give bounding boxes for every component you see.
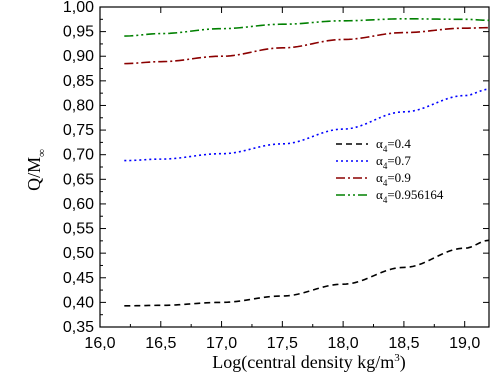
series-line-4 xyxy=(124,18,490,37)
x-tick-label: 19,0 xyxy=(449,335,480,352)
y-tick-label: 0,35 xyxy=(63,319,94,336)
series-line-2 xyxy=(124,88,490,162)
x-tick-label: 16,0 xyxy=(84,335,115,352)
x-tick-label: 17,0 xyxy=(206,335,237,352)
series-group xyxy=(124,18,490,307)
y-tick-label: 0,80 xyxy=(63,97,94,114)
y-tick-label: 0,55 xyxy=(63,221,94,238)
x-axis-label-close: ) xyxy=(400,352,406,373)
y-tick-label: 0,90 xyxy=(63,48,94,65)
x-tick-label: 16,5 xyxy=(145,335,176,352)
x-axis-label-sup: 3 xyxy=(394,352,400,364)
y-axis-label-sub: ∞ xyxy=(36,149,48,157)
y-tick-label: 0,60 xyxy=(63,196,94,213)
legend-label-1: α4=0.4 xyxy=(376,136,411,154)
plot-frame xyxy=(99,6,490,328)
x-axis-label: Log(central density kg/m3) xyxy=(212,352,405,373)
plot-area xyxy=(99,6,490,328)
y-tick-label: 0,65 xyxy=(63,171,94,188)
x-axis: 16,0 16,5 17,0 17,5 18,0 18,5 19,0 xyxy=(84,7,480,352)
legend-label-4: α4=0.956164 xyxy=(376,187,444,205)
y-tick-label: 0,85 xyxy=(63,73,94,90)
y-tick-label: 0,45 xyxy=(63,270,94,287)
series-line-1 xyxy=(124,239,490,307)
legend: α4=0.4α4=0.7α4=0.9α4=0.956164 xyxy=(336,136,444,205)
y-tick-label: 0,75 xyxy=(63,122,94,139)
y-tick-label: 0,95 xyxy=(63,24,94,41)
x-tick-label: 17,5 xyxy=(267,335,298,352)
y-axis-label-main: Q/M xyxy=(24,157,44,191)
y-tick-label: 0,40 xyxy=(63,294,94,311)
y-axis-label: Q/M∞ xyxy=(24,149,48,191)
x-tick-label: 18,0 xyxy=(328,335,359,352)
series-line-3 xyxy=(124,26,490,65)
y-tick-label: 1,00 xyxy=(63,0,94,16)
y-tick-label: 0,50 xyxy=(63,245,94,262)
legend-label-3: α4=0.9 xyxy=(376,170,411,188)
legend-label-2: α4=0.7 xyxy=(376,153,411,171)
y-axis: 0,35 0,40 0,45 0,50 0,55 0,60 0,65 0,70 0,75 0,80… xyxy=(63,0,489,336)
x-tick-label: 18,5 xyxy=(388,335,419,352)
x-axis-label-main: Log(central density kg/m xyxy=(212,352,394,373)
y-tick-label: 0,70 xyxy=(63,147,94,164)
